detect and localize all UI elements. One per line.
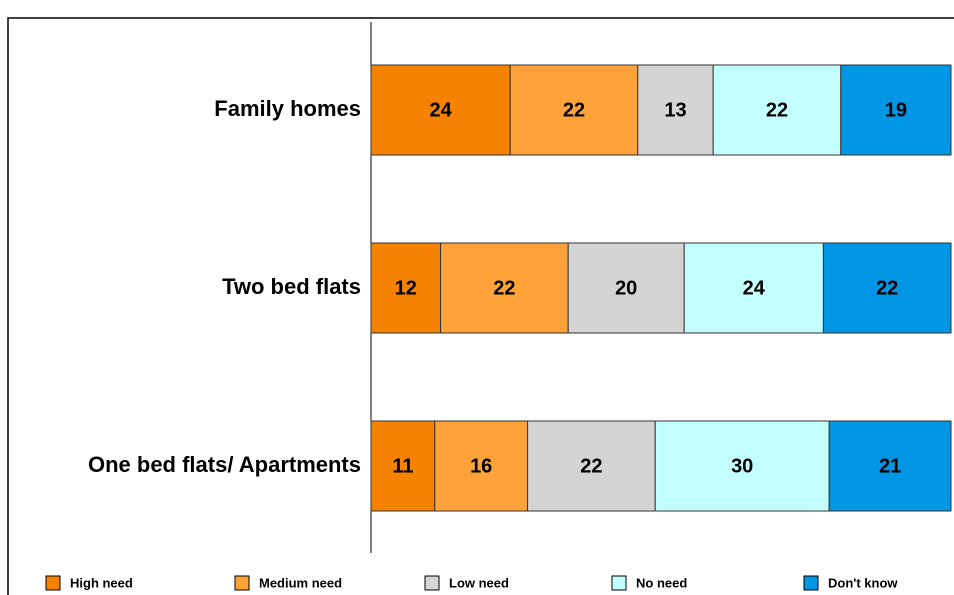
bar-segment xyxy=(654,420,830,512)
bar-segment xyxy=(434,420,529,512)
legend-label: High need xyxy=(70,575,133,590)
bar-segment xyxy=(637,64,714,156)
data-label: 24 xyxy=(429,99,452,121)
bar-segment xyxy=(370,420,436,512)
legend-swatch xyxy=(424,575,440,591)
data-label: 20 xyxy=(615,277,637,299)
category-label: Family homes xyxy=(214,96,361,121)
legend-swatch xyxy=(234,575,250,591)
data-label: 13 xyxy=(664,99,686,121)
data-label: 11 xyxy=(392,455,413,477)
bar-segment xyxy=(567,242,685,334)
chart-frame xyxy=(7,17,954,595)
legend-swatch xyxy=(45,575,61,591)
legend-swatch xyxy=(611,575,627,591)
data-label: 16 xyxy=(470,455,492,477)
bar-segment xyxy=(828,420,952,512)
legend-label: No need xyxy=(636,575,687,590)
data-label: 22 xyxy=(493,277,515,299)
data-label: 12 xyxy=(395,277,417,299)
data-label: 24 xyxy=(743,277,766,299)
legend-label: Low need xyxy=(449,575,509,590)
bar-segment xyxy=(712,64,842,156)
data-label: 22 xyxy=(766,99,788,121)
bar-segment xyxy=(683,242,824,334)
bar-segment xyxy=(822,242,952,334)
data-label: 22 xyxy=(580,455,602,477)
bar-segment xyxy=(840,64,952,156)
category-label: One bed flats/ Apartments xyxy=(88,452,361,477)
bar-segment xyxy=(509,64,639,156)
data-label: 21 xyxy=(879,455,901,477)
data-label: 22 xyxy=(876,277,898,299)
bar-segment xyxy=(527,420,656,512)
data-label: 22 xyxy=(563,99,585,121)
data-label: 19 xyxy=(885,99,907,121)
legend-label: Medium need xyxy=(259,575,342,590)
legend-swatch xyxy=(803,575,819,591)
legend-label: Don't know xyxy=(828,575,898,590)
data-label: 30 xyxy=(731,455,753,477)
bar-segment xyxy=(440,242,569,334)
bar-segment xyxy=(370,64,511,156)
category-label: Two bed flats xyxy=(222,274,361,299)
bar-segment xyxy=(370,242,442,334)
